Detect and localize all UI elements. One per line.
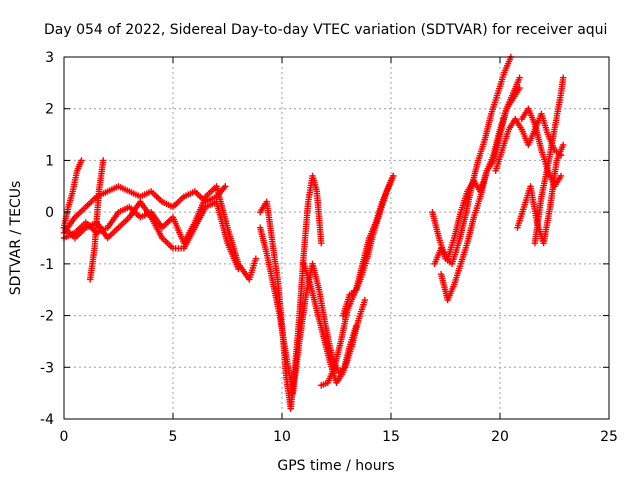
y-tick-label: -2 [40, 309, 54, 325]
x-axis-label: GPS time / hours [277, 458, 394, 474]
data-point [100, 157, 107, 164]
data-point [557, 172, 565, 180]
marks-layer [60, 53, 567, 412]
y-tick-label: -1 [40, 257, 54, 273]
plot-frame [63, 56, 610, 420]
chart-title: Day 054 of 2022, Sidereal Day-to-day VTE… [44, 22, 607, 38]
data-point [78, 157, 85, 164]
y-axis-label: SDTVAR / TECUs [8, 181, 24, 296]
x-tick-label: 25 [600, 429, 618, 445]
x-tick-label: 10 [273, 429, 291, 445]
data-point [361, 296, 369, 304]
data-point [352, 322, 360, 330]
grid-layer [64, 57, 609, 419]
y-tick-label: 2 [45, 102, 54, 118]
data-point [318, 239, 325, 247]
data-point [560, 74, 567, 81]
x-tick-label: 20 [491, 429, 509, 445]
ticks-layer: 0 5 10 15 20 25 -4 -3 -2 -1 0 1 2 3 [40, 50, 618, 445]
y-tick-label: -3 [40, 360, 54, 376]
y-tick-label: 1 [45, 153, 54, 169]
data-point [389, 172, 397, 180]
y-tick-label: 3 [45, 50, 54, 66]
data-point [235, 265, 242, 273]
data-point [560, 141, 567, 149]
data-point [252, 255, 260, 262]
data-point [516, 74, 523, 81]
x-tick-label: 15 [382, 429, 400, 445]
x-tick-label: 5 [169, 429, 178, 445]
y-tick-label: -4 [40, 412, 54, 428]
data-point [222, 183, 229, 190]
data-point [516, 84, 523, 92]
y-tick-label: 0 [45, 205, 54, 221]
x-tick-label: 0 [60, 429, 69, 445]
